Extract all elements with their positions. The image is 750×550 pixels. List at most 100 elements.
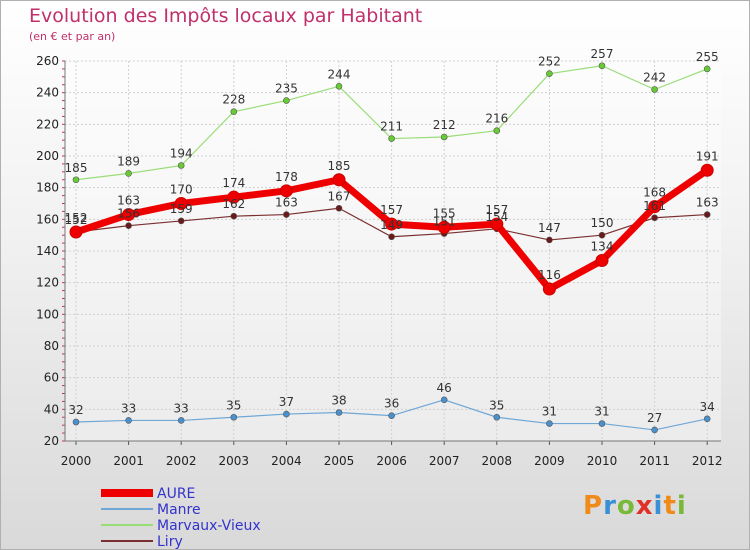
data-point-aure [332,173,346,187]
data-point-manre [283,410,290,418]
logo-letter: P [583,491,604,521]
data-label-liry: 159 [170,202,193,216]
data-point-marvaux-vieux [283,97,290,104]
legend-label-manre: Manre [157,502,201,518]
data-point-marvaux-vieux [440,133,448,141]
logo-letter: x [635,491,654,521]
data-point-liry [125,222,132,229]
data-label-liry: 161 [643,199,666,213]
data-point-marvaux-vieux [546,70,553,77]
data-point-liry [651,214,658,222]
legend-label-liry: Liry [157,534,183,549]
y-tick-label: 120 [36,276,59,290]
data-label-liry: 156 [117,207,140,221]
data-label-manre: 27 [647,411,662,425]
data-label-liry: 162 [222,197,245,211]
data-point-aure [700,163,714,177]
data-label-manre: 38 [331,394,346,408]
data-point-liry [546,236,553,244]
x-tick-label: 2011 [639,454,670,468]
data-point-aure [542,282,556,296]
x-tick-label: 2001 [113,454,144,468]
x-tick-label: 2010 [587,454,618,468]
y-tick-label: 20 [44,434,59,448]
data-point-liry [177,217,185,225]
data-label-aure: 168 [643,186,666,200]
data-point-marvaux-vieux [651,86,658,93]
data-label-liry: 150 [591,216,614,230]
logo-letter: r [603,491,617,521]
data-label-aure: 134 [591,240,614,254]
data-point-marvaux-vieux [388,135,395,142]
data-label-aure: 170 [170,183,193,197]
data-point-liry [388,233,395,241]
data-labels: 32 33 33 35 37 38 36 46 35 31 31 27 34 185 189 194 228 23… [65,47,719,425]
y-tick-label: 80 [44,339,59,353]
data-point-marvaux-vieux [125,170,132,177]
y-tick-label: 180 [36,181,59,195]
data-label-marvaux-vieux: 185 [65,161,88,175]
y-tick-label: 40 [44,402,59,416]
y-tick-label: 220 [36,117,59,131]
data-label-marvaux-vieux: 244 [328,67,351,81]
data-label-marvaux-vieux: 194 [170,147,193,161]
x-tick-label: 2005 [324,454,355,468]
data-label-manre: 35 [226,398,241,412]
data-point-manre [230,413,238,421]
y-tick-label: 200 [36,149,59,163]
logo-letter: t [663,491,677,521]
data-label-manre: 46 [437,381,452,395]
data-label-manre: 33 [174,401,189,415]
data-label-marvaux-vieux: 189 [117,154,140,168]
data-point-manre [335,409,343,416]
x-tick-label: 2008 [482,454,513,468]
y-tick-label: 100 [36,307,59,321]
data-point-marvaux-vieux [335,83,343,90]
data-label-aure: 178 [275,170,298,184]
data-point-marvaux-vieux [703,65,711,73]
data-point-manre [598,420,606,427]
data-point-aure [174,197,188,210]
data-point-liry [335,204,343,212]
y-tick-label: 140 [36,244,59,258]
data-point-marvaux-vieux [177,162,185,169]
data-point-aure [227,190,241,204]
data-point-manre [546,420,553,427]
data-point-aure [69,225,83,239]
data-point-aure [648,200,662,214]
proxiti-logo: Proxiti [583,491,687,521]
data-label-aure: 116 [538,268,561,282]
data-point-manre [493,413,501,421]
data-point-manre [651,426,658,434]
data-point-manre [177,417,185,424]
y-tick-label: 240 [36,86,59,100]
data-label-aure: 185 [328,159,351,173]
data-label-aure: 163 [117,194,140,208]
data-label-liry: 154 [485,210,508,224]
data-label-marvaux-vieux: 242 [643,71,666,85]
data-point-manre [125,417,132,424]
data-point-manre [72,418,80,426]
data-label-manre: 32 [68,403,83,417]
legend-label-aure: AURE [157,486,195,502]
data-label-manre: 35 [489,398,504,412]
data-label-marvaux-vieux: 228 [222,93,245,107]
chart-title: Evolution des Impôts locaux par Habitant [29,5,423,27]
data-point-marvaux-vieux [493,127,501,134]
data-label-liry: 151 [433,215,456,229]
data-label-manre: 37 [279,395,294,409]
data-label-marvaux-vieux: 257 [591,47,614,61]
chart-subtitle: (en € et par an) [29,30,116,43]
logo-letter: i [653,491,664,521]
data-label-manre: 31 [542,405,557,419]
data-label-liry: 163 [275,196,298,210]
data-point-liry [283,211,290,218]
data-label-aure: 157 [380,203,403,217]
data-point-liry [598,231,606,239]
data-point-aure [490,217,504,231]
x-tick-label: 2012 [692,454,723,468]
data-label-manre: 34 [700,400,715,414]
y-tick-label: 260 [36,54,59,68]
